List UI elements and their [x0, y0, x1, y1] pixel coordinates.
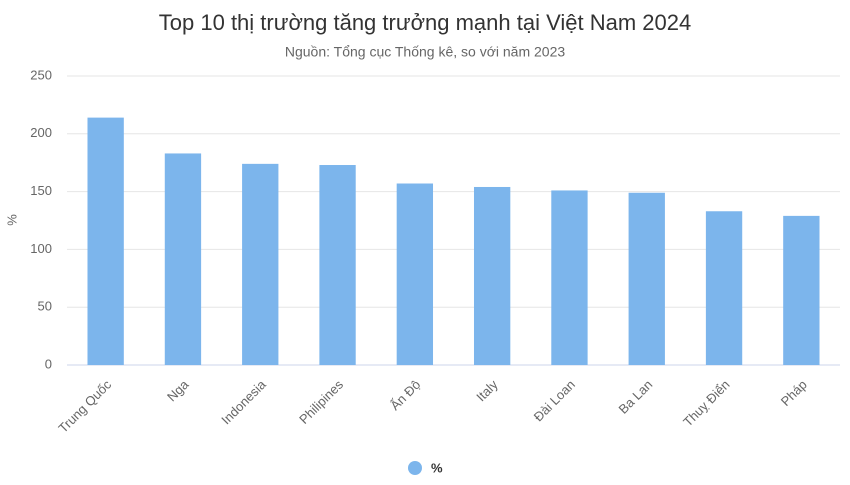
x-tick-label: Đài Loan	[531, 377, 578, 424]
x-tick-label: Indonesia	[218, 376, 269, 427]
bar	[242, 163, 279, 365]
x-tick-label: Trung Quốc	[55, 377, 114, 436]
y-tick-label: 0	[45, 356, 52, 371]
bar	[783, 215, 820, 365]
bar	[473, 186, 511, 365]
y-tick-label: 250	[30, 67, 52, 82]
y-tick-label: 200	[30, 125, 52, 140]
x-tick-label: Italy	[473, 377, 501, 405]
y-tick-label: 150	[30, 183, 52, 198]
y-axis-title: %	[4, 214, 19, 226]
x-tick-label: Nga	[164, 376, 192, 404]
y-tick-label: 50	[38, 299, 52, 314]
chart-subtitle: Nguồn: Tổng cục Thống kê, so với năm 202…	[285, 44, 565, 60]
legend-label: %	[431, 460, 443, 475]
x-tick-label: Philipines	[296, 377, 346, 427]
legend-marker	[408, 461, 422, 475]
bar	[551, 190, 588, 365]
bar	[628, 192, 665, 365]
y-tick-label: 100	[30, 241, 52, 256]
bar	[705, 211, 743, 365]
x-tick-label: Ấn Độ	[387, 377, 423, 413]
bar	[164, 153, 202, 365]
bar	[87, 117, 124, 365]
bar	[319, 165, 356, 365]
x-tick-label: Pháp	[778, 377, 810, 409]
x-tick-label: Ba Lan	[616, 377, 656, 417]
bar	[396, 183, 434, 365]
x-tick-label: Thuỵ Điển	[680, 377, 733, 430]
chart-title: Top 10 thị trường tăng trưởng mạnh tại V…	[159, 10, 691, 35]
